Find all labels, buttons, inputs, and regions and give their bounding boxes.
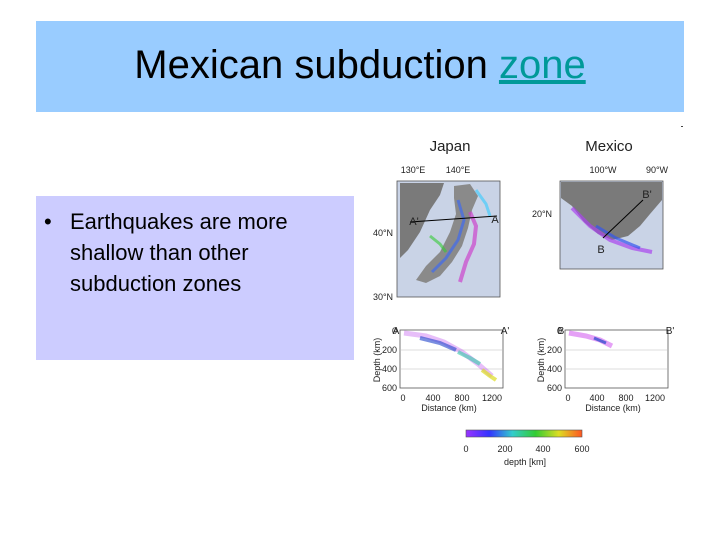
section-a-y-0: 0 [392,326,397,336]
bullet-text: Earthquakes are more shallow than other … [70,209,288,296]
section-b-xlabel: Distance (km) [585,403,641,413]
colorbar-tick-400: 400 [535,444,550,454]
japan-label-a-prime: A' [409,216,418,228]
section-a-x-800: 800 [454,393,469,403]
section-a-y-200: 200 [382,345,397,355]
section-a-y-400: 400 [382,364,397,374]
section-b-x-1200: 1200 [645,393,665,403]
section-a-x-1200: 1200 [482,393,502,403]
mexico-lon-90: 90°W [646,165,669,175]
japan-lon-140: 140°E [446,165,471,175]
section-b-y-600: 600 [547,383,562,393]
mexico-lon-100: 100°W [589,165,617,175]
japan-title: Japan [430,138,471,155]
japan-lon-130: 130°E [401,165,426,175]
colorbar-label: depth [km] [504,457,546,467]
japan-lat-30: 30°N [373,292,393,302]
section-b-label-b-prime: B' [666,326,675,337]
section-a-label-a: A [393,326,400,337]
section-b-ylabel: Depth (km) [536,338,546,383]
bullet-item: • Earthquakes are more shallow than othe… [44,206,354,299]
japan-lat-40: 40°N [373,228,393,238]
section-b-y-0: 0 [557,326,562,336]
title-bar: Mexican subduction zone [36,21,684,112]
mexico-title: Mexico [585,138,633,155]
bullet-dot: • [44,209,52,234]
section-b-label-b: B [558,326,565,337]
japan-label-a: A [491,214,499,226]
mexico-lat-20: 20°N [532,209,552,219]
section-a-plot [399,329,504,389]
mexico-label-b: B [597,244,604,256]
section-b-x-400: 400 [589,393,604,403]
bullet-box: • Earthquakes are more shallow than othe… [36,196,354,360]
section-a-ylabel: Depth (km) [372,338,382,383]
stray-mark [681,126,683,127]
section-a-x-400: 400 [425,393,440,403]
section-a-xlabel: Distance (km) [421,403,477,413]
mexico-label-b-prime: B' [642,189,651,201]
colorbar-tick-0: 0 [463,444,468,454]
section-a-x-0: 0 [400,393,405,403]
section-b-x-800: 800 [618,393,633,403]
colorbar-tick-200: 200 [497,444,512,454]
mexico-map [559,180,664,270]
title-link-zone[interactable]: zone [498,43,586,87]
japan-map [396,180,501,298]
colorbar-tick-600: 600 [574,444,589,454]
section-a-y-600: 600 [382,383,397,393]
title-text: Mexican subduction [134,43,499,87]
section-b-plot [564,329,669,389]
section-b-y-200: 200 [547,345,562,355]
depth-colorbar [465,429,583,438]
slide-title: Mexican subduction zone [36,43,684,88]
section-a-label-a-prime: A' [501,326,510,337]
section-b-x-0: 0 [565,393,570,403]
section-b-y-400: 400 [547,364,562,374]
